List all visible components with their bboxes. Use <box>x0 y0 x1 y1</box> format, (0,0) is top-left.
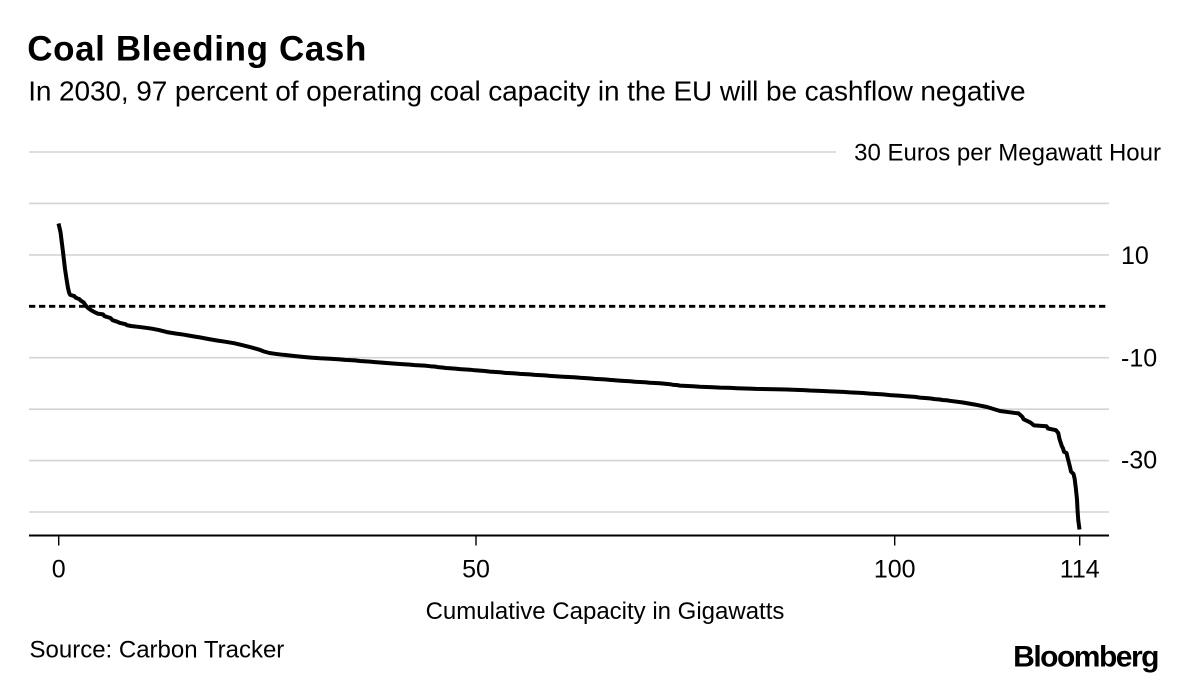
svg-text:100: 100 <box>874 556 916 584</box>
svg-text:Cumulative Capacity in Gigawat: Cumulative Capacity in Gigawatts <box>426 598 785 625</box>
svg-text:-10: -10 <box>1121 345 1157 373</box>
svg-text:Coal Bleeding Cash: Coal Bleeding Cash <box>27 30 367 69</box>
svg-text:10: 10 <box>1121 242 1149 270</box>
svg-text:Bloomberg: Bloomberg <box>1013 641 1158 674</box>
svg-text:-30: -30 <box>1121 446 1157 474</box>
svg-text:In 2030, 97 percent of operati: In 2030, 97 percent of operating coal ca… <box>28 76 1025 107</box>
svg-text:Source: Carbon Tracker: Source: Carbon Tracker <box>30 637 285 664</box>
svg-text:0: 0 <box>52 556 66 584</box>
svg-text:30 Euros per Megawatt Hour: 30 Euros per Megawatt Hour <box>854 140 1161 167</box>
svg-text:50: 50 <box>462 556 490 584</box>
svg-text:114: 114 <box>1060 556 1100 584</box>
